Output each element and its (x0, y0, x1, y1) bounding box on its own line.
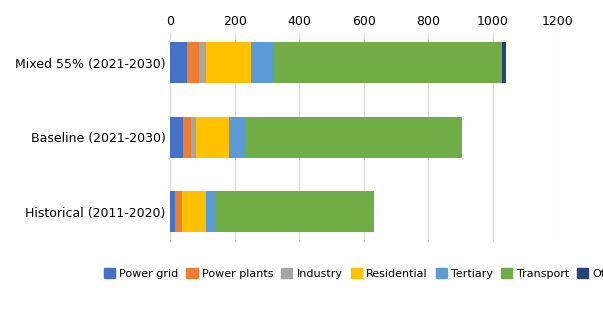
Bar (206, 191, 216, 232)
Bar (191, 117, 196, 158)
Bar (171, 42, 186, 83)
Bar (171, 117, 183, 158)
Bar (182, 191, 206, 232)
Bar (175, 191, 182, 232)
Bar (274, 42, 502, 83)
Bar (196, 117, 229, 158)
Bar (183, 117, 191, 158)
Bar (502, 42, 506, 83)
Bar (171, 191, 175, 232)
Bar (246, 117, 462, 158)
Bar (200, 42, 206, 83)
Bar (186, 42, 200, 83)
Legend: Power grid, Power plants, Industry, Residential, Tertiary, Transport, Other: Power grid, Power plants, Industry, Resi… (99, 264, 603, 283)
Bar (229, 117, 246, 158)
Bar (251, 42, 274, 83)
Bar (216, 191, 373, 232)
Bar (206, 42, 251, 83)
